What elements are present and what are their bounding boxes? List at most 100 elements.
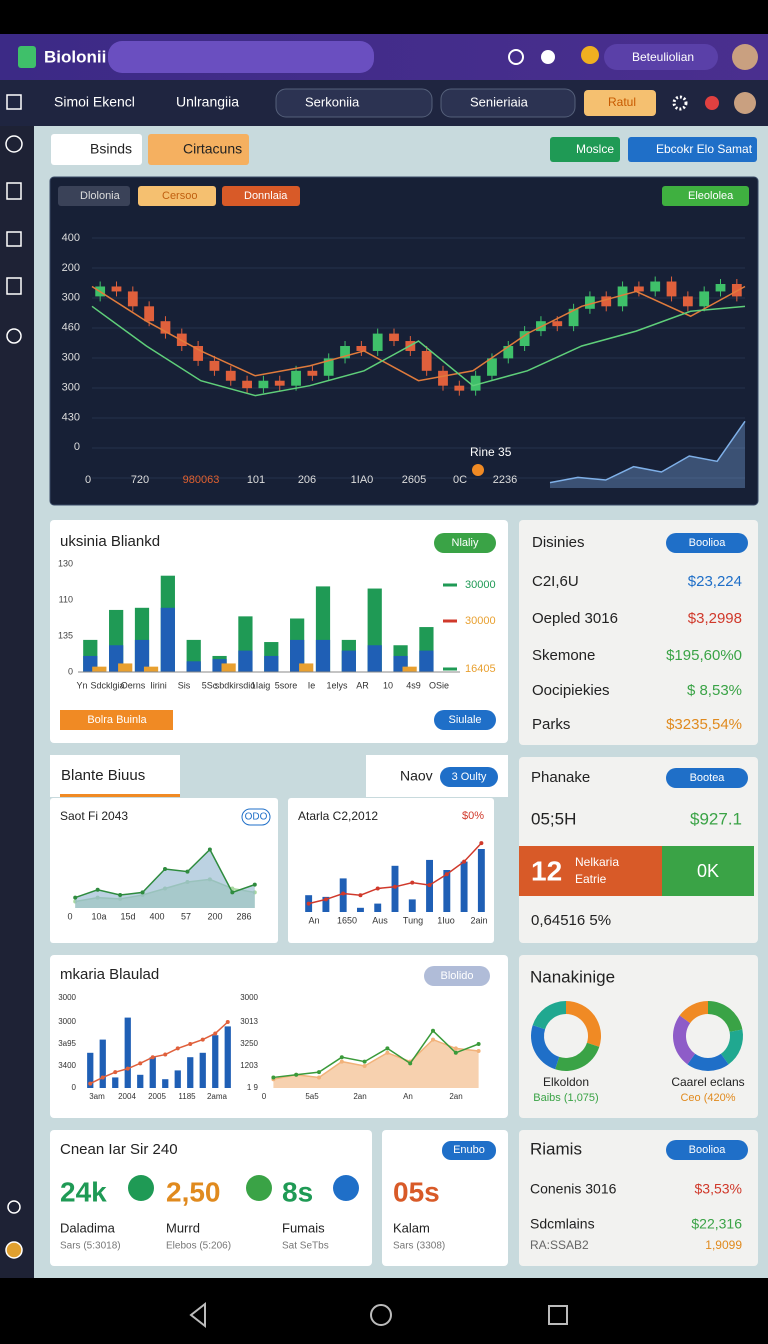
bar (124, 1017, 131, 1088)
x-tick-label: 1IA0 (351, 474, 374, 486)
user-menu[interactable] (604, 44, 718, 70)
search-pill[interactable] (108, 41, 374, 73)
tag-2[interactable] (138, 186, 216, 206)
donut-segment (566, 1001, 601, 1047)
badge-label: Bootea (690, 772, 726, 784)
nav-gauge[interactable] (6, 328, 22, 344)
sales-button-right[interactable] (434, 710, 496, 730)
nav-doc[interactable] (6, 182, 22, 200)
market-badge[interactable] (662, 186, 749, 206)
riamis-badge[interactable] (666, 1140, 748, 1160)
point (207, 847, 212, 852)
nav-chart[interactable] (6, 231, 22, 247)
x-tick-label: 2004 (118, 1092, 136, 1101)
nav-recent[interactable] (548, 1305, 568, 1325)
tab-badge[interactable] (440, 767, 498, 787)
annotation-dot (472, 464, 484, 476)
point (113, 1070, 118, 1075)
app-name: Biolonii (44, 47, 106, 66)
point (125, 1066, 130, 1071)
mini-bar-card (288, 798, 494, 943)
trend-badge[interactable] (424, 966, 490, 986)
y-tick-label: 3000 (58, 1017, 76, 1026)
tab-1[interactable] (51, 134, 142, 165)
nav-home-button[interactable] (370, 1304, 392, 1326)
tag-3[interactable] (222, 186, 300, 206)
x-tick-label: 5Sc (202, 680, 218, 690)
icon-grid[interactable] (672, 95, 688, 111)
bar (299, 663, 314, 672)
row-value: $927.1 (690, 809, 742, 828)
phanake-badge[interactable] (666, 768, 748, 788)
nav-profile[interactable] (5, 1241, 23, 1259)
metric-label: Murrd (166, 1220, 200, 1235)
candle (487, 358, 497, 376)
x-tick-label: 2an (449, 1092, 462, 1101)
point (453, 1046, 458, 1051)
select-box[interactable] (440, 88, 576, 118)
point (385, 1050, 390, 1055)
row-value: $3,53% (695, 1181, 742, 1197)
avatar-small[interactable] (734, 92, 756, 114)
card-value: $0% (462, 810, 484, 822)
button-2[interactable] (628, 137, 757, 162)
y-tick-label: 3400 (58, 1061, 76, 1070)
panel-title: Riamis (530, 1139, 582, 1158)
tag-1[interactable] (58, 186, 130, 206)
nav-back[interactable] (189, 1301, 206, 1329)
point (213, 1031, 218, 1036)
y-tick-label: 0 (72, 1083, 77, 1092)
legend-label: 30000 (465, 615, 496, 627)
stats-badge[interactable] (666, 533, 748, 553)
icon-status[interactable] (581, 46, 599, 64)
point (385, 1046, 390, 1051)
tab-panel-1[interactable] (50, 755, 180, 797)
spark-area (550, 421, 745, 488)
row-label: Parks (532, 716, 570, 733)
badge-label: ODO (245, 812, 268, 823)
candle (209, 360, 220, 371)
mini-area-badge[interactable] (241, 808, 271, 826)
nav-check[interactable] (5, 135, 23, 153)
avatar[interactable] (732, 44, 758, 70)
bar (322, 896, 330, 912)
nav-user[interactable] (7, 1200, 21, 1214)
point (306, 901, 311, 906)
y-tick-label: 430 (62, 411, 80, 423)
row-label: Skemone (532, 647, 595, 664)
side-metric-badge[interactable] (442, 1141, 496, 1160)
y-tick-label: 3000 (58, 993, 76, 1002)
donut-segment (531, 1025, 560, 1070)
button-1[interactable] (550, 137, 620, 162)
bar (212, 1035, 219, 1088)
y-tick-label: 300 (62, 292, 80, 304)
logo (18, 46, 36, 68)
point (140, 890, 145, 895)
ratul-button[interactable] (584, 90, 656, 116)
x-tick-label: 2005 (148, 1092, 166, 1101)
tile-text: Nelkaria (575, 855, 619, 869)
icon-help[interactable] (541, 50, 555, 64)
donut-label: Caarel eclans (671, 1075, 744, 1089)
icon-alert[interactable] (705, 96, 719, 110)
nav-home[interactable] (6, 94, 22, 110)
search-box[interactable] (275, 88, 433, 118)
sales-badge[interactable] (434, 533, 496, 553)
candle (323, 358, 334, 376)
nav-box[interactable] (6, 277, 22, 295)
icon-settings[interactable] (508, 49, 524, 65)
sales-button-left[interactable] (60, 710, 173, 730)
menu-label: Unlrangiia (176, 94, 239, 110)
badge-label: Boolioa (689, 537, 727, 549)
x-tick-label: 0 (67, 911, 72, 921)
line (89, 1021, 229, 1085)
tab-2[interactable] (148, 134, 249, 165)
x-tick-label: 57 (181, 911, 191, 921)
candle (617, 286, 628, 307)
bar (357, 907, 364, 912)
metric-label: Fumais (282, 1220, 325, 1235)
x-tick-label: Tung (403, 915, 423, 925)
y-tick-label: 1203 (240, 1061, 258, 1070)
candle (242, 380, 252, 389)
point (175, 1046, 180, 1051)
